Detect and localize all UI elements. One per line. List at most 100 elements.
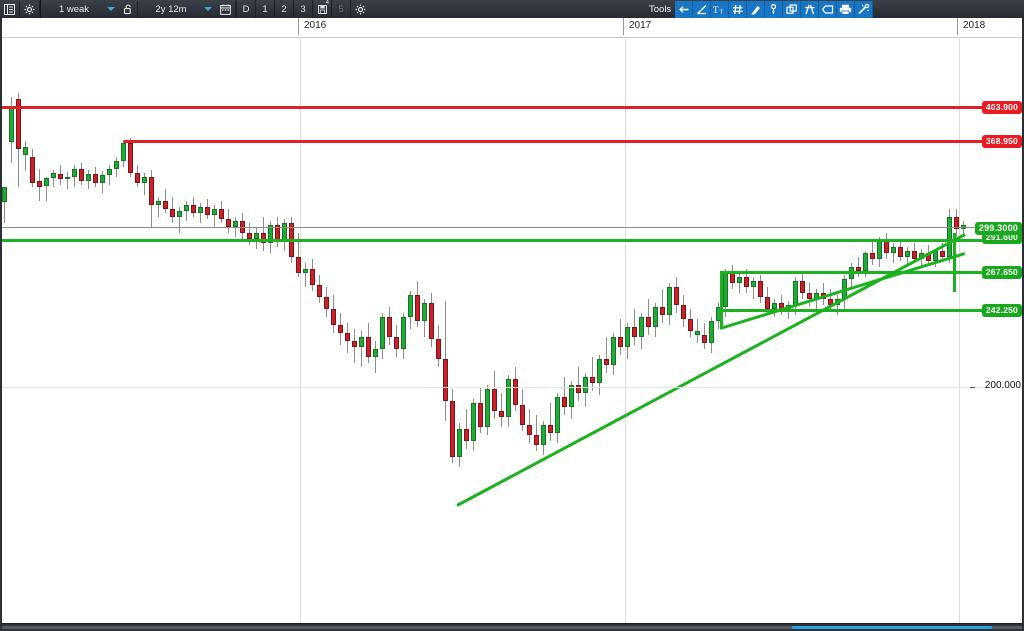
candle-wick (157, 197, 159, 217)
x-tick-label: 2018 (963, 20, 986, 31)
candle-body (610, 337, 616, 365)
y-tick-mark (970, 387, 975, 388)
flag-icon[interactable] (819, 0, 838, 18)
candle-body (134, 173, 140, 183)
print-icon[interactable] (837, 0, 856, 18)
candle-body (904, 251, 910, 257)
candle-body (232, 221, 238, 227)
candlestick (2, 37, 7, 631)
save-icon[interactable]: 4 (312, 0, 331, 18)
layout-icon[interactable] (0, 1, 20, 17)
gridline-vertical (300, 37, 301, 631)
timeframe-button-d[interactable]: D (236, 0, 255, 18)
candle-body (22, 147, 28, 155)
horizontal-level-line[interactable] (720, 271, 982, 274)
candlestick (603, 37, 609, 631)
vertical-level-line[interactable] (720, 271, 723, 327)
candlestick (8, 37, 14, 631)
timeframe-label: D (242, 3, 250, 15)
timeframe-button-1[interactable]: 1 (255, 0, 274, 18)
candlestick (141, 37, 147, 631)
horizontal-level-line[interactable] (2, 239, 982, 242)
top-toolbar: 1 weak 2y 12m D 1 2 (0, 0, 1024, 19)
trendline-icon[interactable] (693, 0, 712, 18)
candle-body (358, 337, 364, 347)
fib-icon[interactable] (801, 0, 820, 18)
candle-body (155, 201, 161, 205)
price-tag-resistance[interactable]: 403.900 (981, 101, 1022, 114)
timeframe-button-3[interactable]: 3 (293, 0, 312, 18)
price-tag-support[interactable]: 242.250 (981, 304, 1022, 317)
chart-container[interactable]: 2016 2017 2018 200.000 403.900 368. (0, 18, 1024, 631)
horizontal-level-line[interactable] (2, 106, 982, 109)
interval-dropdown[interactable]: 1 weak (41, 1, 119, 17)
candle-body (393, 337, 399, 349)
calendar-icon[interactable] (216, 1, 236, 17)
cursor-arrow-icon[interactable] (675, 0, 694, 18)
candlestick (36, 37, 42, 631)
timeframe-button-5[interactable]: 5 (331, 0, 350, 18)
candle-wick (143, 173, 145, 195)
range-dropdown[interactable]: 2y 12m (138, 1, 216, 17)
candlestick (120, 37, 126, 631)
candle-body (624, 327, 630, 347)
plot-area[interactable] (2, 37, 1024, 631)
candlestick (71, 37, 77, 631)
candlestick (442, 37, 448, 631)
magic-wand-icon[interactable] (855, 0, 874, 18)
candle-body (729, 273, 735, 283)
timeframe-label: 2 (281, 3, 287, 15)
candle-body (302, 269, 308, 273)
candlestick (687, 37, 693, 631)
candle-body (477, 403, 483, 427)
scrollbar-thumb[interactable] (792, 626, 992, 629)
candlestick (596, 37, 602, 631)
gear-icon[interactable] (20, 1, 40, 17)
candle-body (645, 317, 651, 327)
candlestick (694, 37, 700, 631)
shapes-icon[interactable] (783, 0, 802, 18)
timeframe-button-2[interactable]: 2 (274, 0, 293, 18)
price-tag-support[interactable]: 267.650 (981, 266, 1022, 279)
candlestick (645, 37, 651, 631)
candlestick (281, 37, 287, 631)
horizontal-level-line[interactable] (124, 140, 982, 143)
pin-icon[interactable] (765, 0, 784, 18)
candle-body (407, 295, 413, 317)
chart-settings-gear-icon[interactable] (350, 0, 369, 18)
price-tag-resistance[interactable]: 368.950 (981, 135, 1022, 148)
scrollbar-track[interactable] (2, 626, 1024, 629)
candle-body (78, 169, 84, 181)
candlestick (519, 37, 525, 631)
unlock-icon[interactable] (119, 1, 138, 17)
vertical-level-line[interactable] (953, 233, 956, 292)
candlestick (960, 37, 966, 631)
candle-body (694, 331, 700, 335)
candle-body (953, 217, 959, 229)
candlestick (533, 37, 539, 631)
candlestick (757, 37, 763, 631)
candlestick (911, 37, 917, 631)
candle-body (897, 247, 903, 257)
candlestick (792, 37, 798, 631)
candle-wick (3, 187, 5, 223)
candlestick (491, 37, 497, 631)
grid-tool-icon[interactable] (729, 0, 748, 18)
candle-body (638, 317, 644, 337)
candlestick (582, 37, 588, 631)
horizontal-level-line[interactable] (2, 227, 982, 228)
candle-wick (374, 341, 376, 373)
candle-body (344, 333, 350, 341)
brush-icon[interactable] (747, 0, 766, 18)
horizontal-level-line[interactable] (720, 309, 982, 312)
horizontal-scrollbar[interactable] (2, 623, 1024, 631)
text-tool-icon[interactable]: T T (711, 0, 730, 18)
candlestick (309, 37, 315, 631)
candlestick (78, 37, 84, 631)
price-tag-current[interactable]: 299.3000 (974, 222, 1022, 235)
candle-wick (535, 415, 537, 451)
candle-wick (45, 177, 47, 201)
candlestick (589, 37, 595, 631)
candle-body (260, 233, 266, 243)
